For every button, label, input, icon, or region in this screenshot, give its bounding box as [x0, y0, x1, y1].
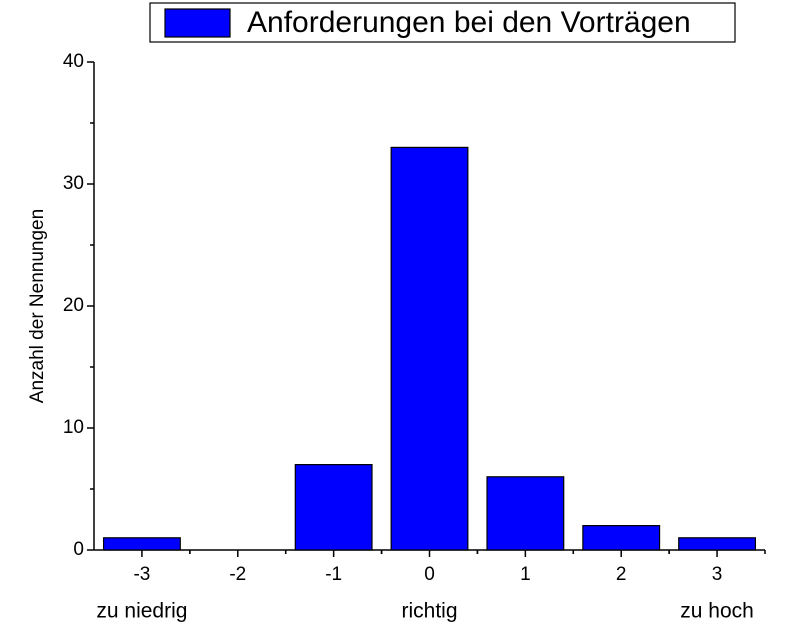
bar	[678, 537, 757, 551]
y-tick-label: 40	[63, 51, 84, 72]
annotation: zu niedrig	[96, 600, 187, 623]
x-tick-label: 3	[712, 564, 723, 585]
bar	[486, 476, 565, 551]
legend-label: Anforderungen bei den Vorträgen	[247, 6, 691, 39]
bar	[582, 524, 661, 551]
legend-box	[149, 2, 736, 43]
bar	[294, 464, 373, 551]
y-tick-label: 0	[73, 539, 84, 560]
bar	[390, 146, 469, 551]
x-tick-label: 2	[616, 564, 627, 585]
annotation: zu hoch	[680, 600, 754, 623]
x-tick-label: -1	[325, 564, 342, 585]
x-tick-label: 1	[520, 564, 531, 585]
x-tick-label: -3	[133, 564, 150, 585]
y-tick-label: 30	[63, 173, 84, 194]
bar	[102, 537, 181, 551]
y-axis-label: Anzahl der Nennungen	[27, 209, 48, 403]
y-tick-label: 20	[63, 295, 84, 316]
y-tick-label: 10	[63, 417, 84, 438]
x-tick-label: 0	[424, 564, 435, 585]
annotation: richtig	[401, 600, 457, 623]
legend-swatch	[164, 8, 231, 38]
x-tick-label: -2	[229, 564, 246, 585]
